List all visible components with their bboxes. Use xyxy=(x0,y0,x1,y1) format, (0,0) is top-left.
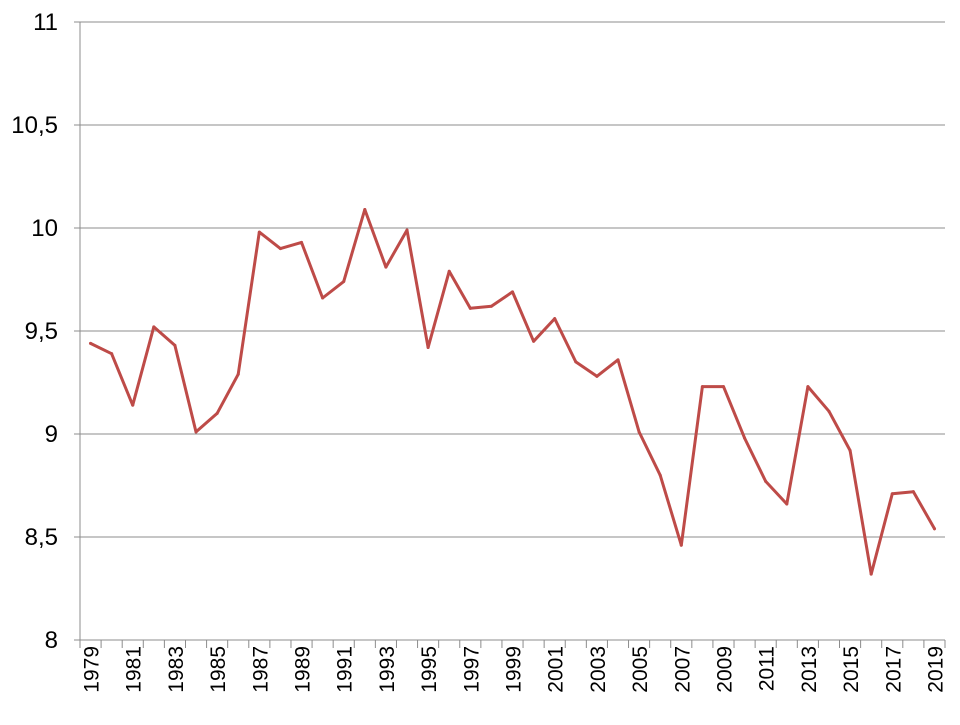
data-point xyxy=(468,306,472,310)
x-tick-label: 1985 xyxy=(207,646,230,693)
x-tick-label: 2013 xyxy=(798,646,821,693)
data-point xyxy=(300,240,304,244)
y-axis-tick-labels: 8 8,5 9 9,5 10 10,5 11 xyxy=(11,9,58,654)
x-tick-label: 2005 xyxy=(629,646,652,693)
data-point xyxy=(679,543,683,547)
data-point xyxy=(215,411,219,415)
data-point xyxy=(236,372,240,376)
x-tick-label: 2009 xyxy=(713,646,736,693)
data-point xyxy=(869,572,873,576)
x-tick-label: 2003 xyxy=(587,646,610,693)
x-tick-label: 2011 xyxy=(756,646,779,691)
x-tick-label: 2017 xyxy=(882,646,905,693)
data-point xyxy=(131,403,135,407)
y-tick-label: 9 xyxy=(45,421,58,448)
data-point xyxy=(363,207,367,211)
data-point xyxy=(700,385,704,389)
data-point xyxy=(342,280,346,284)
data-point xyxy=(658,473,662,477)
data-point xyxy=(595,374,599,378)
x-tick-label: 1995 xyxy=(418,646,441,693)
x-tick-label: 1991 xyxy=(334,646,357,693)
data-point xyxy=(89,341,93,345)
y-tick-label: 9,5 xyxy=(25,318,58,345)
series-lines xyxy=(89,207,936,576)
data-point xyxy=(721,385,725,389)
x-axis-tick-labels: 1979 1981 1983 1985 1987 1989 1991 1993 1995 1997… xyxy=(81,646,948,693)
data-point xyxy=(616,358,620,362)
series-line xyxy=(89,208,936,576)
data-point xyxy=(194,430,198,434)
data-point xyxy=(890,492,894,496)
data-point xyxy=(785,502,789,506)
y-tick-label: 11 xyxy=(33,9,58,36)
x-tick-label: 2015 xyxy=(840,646,863,693)
y-tick-label: 10 xyxy=(31,215,58,242)
x-tick-label: 2001 xyxy=(545,646,568,693)
data-point xyxy=(532,339,536,343)
data-point xyxy=(257,230,261,234)
data-point xyxy=(152,325,156,329)
x-tick-label: 1999 xyxy=(503,646,526,693)
data-point xyxy=(848,448,852,452)
y-tick-label: 8,5 xyxy=(25,524,58,551)
data-point xyxy=(574,360,578,364)
data-point xyxy=(827,409,831,413)
x-tick-label: 1997 xyxy=(460,646,483,693)
data-point xyxy=(511,290,514,294)
data-point xyxy=(173,343,177,347)
data-point xyxy=(110,352,114,356)
data-point xyxy=(405,228,409,232)
data-point xyxy=(911,490,915,494)
x-tick-label: 1989 xyxy=(292,646,315,693)
y-tick-label: 8 xyxy=(45,627,58,654)
data-point xyxy=(321,296,325,300)
x-tick-label: 2019 xyxy=(924,646,947,693)
x-tick-label: 2007 xyxy=(671,646,694,693)
data-point xyxy=(932,527,936,531)
x-tick-label: 1987 xyxy=(249,646,272,693)
gridlines xyxy=(80,21,945,538)
x-tick-label: 1983 xyxy=(165,646,188,693)
data-point xyxy=(637,430,641,434)
data-point xyxy=(426,345,430,349)
data-point xyxy=(447,269,451,273)
x-tick-label: 1981 xyxy=(123,646,146,693)
data-point xyxy=(806,385,810,389)
data-point xyxy=(553,317,557,321)
data-point xyxy=(743,436,747,440)
data-point xyxy=(278,247,282,251)
data-point xyxy=(384,265,388,269)
x-tick-label: 1993 xyxy=(376,646,399,693)
data-point xyxy=(764,479,768,483)
axes xyxy=(74,21,946,648)
data-point xyxy=(489,304,493,308)
x-tick-label: 1979 xyxy=(81,646,104,693)
y-tick-label: 10,5 xyxy=(11,112,58,139)
